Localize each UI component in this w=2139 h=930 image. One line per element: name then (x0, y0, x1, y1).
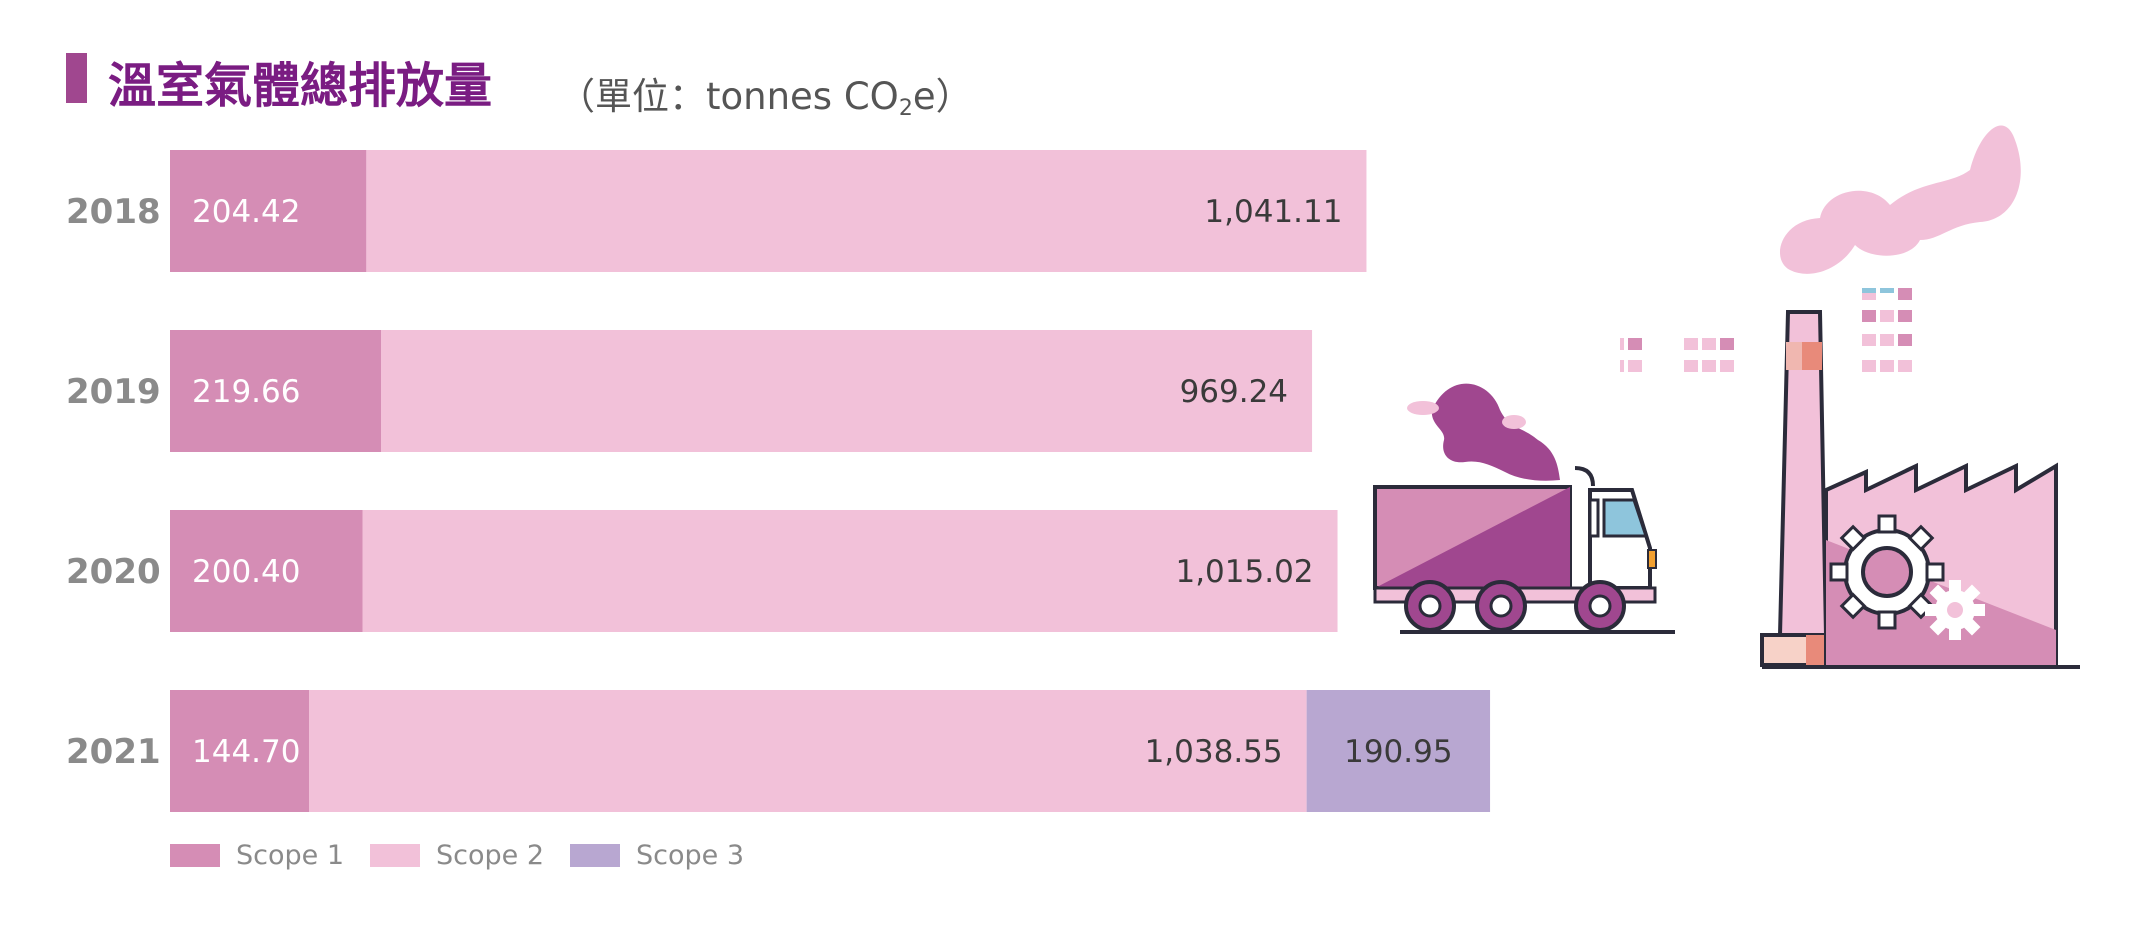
legend-label-scope2: Scope 2 (436, 840, 545, 871)
bar-segment-scope2 (308, 690, 1307, 812)
bar-segment-scope1 (170, 330, 382, 452)
title-accent-bar (66, 53, 87, 103)
bar-segment-scope1 (170, 510, 363, 632)
legend-swatch-scope2 (370, 844, 420, 867)
bar-segment-scope2 (366, 150, 1367, 272)
legend-label-scope3: Scope 3 (636, 840, 745, 871)
data-label: 1,015.02 (1175, 554, 1313, 590)
unit-subscript: 2 (898, 96, 913, 121)
data-label: 219.66 (192, 374, 300, 410)
bar-segment-scope1 (170, 150, 367, 272)
year-label: 2020 (66, 552, 161, 592)
chart-title: 溫室氣體總排放量 (108, 58, 493, 114)
data-label: 1,041.11 (1204, 194, 1342, 230)
legend-swatch-scope1 (170, 844, 220, 867)
data-label: 969.24 (1180, 374, 1288, 410)
data-label: 144.70 (192, 734, 300, 770)
chart-legend: Scope 2 (370, 840, 545, 871)
bar-segment-scope1 (170, 690, 309, 812)
bar-segment-scope2 (362, 510, 1338, 632)
bar-segment-scope2 (381, 330, 1313, 452)
data-label: 204.42 (192, 194, 300, 230)
unit-prefix: （單位：tonnes CO (558, 75, 899, 118)
data-label: 190.95 (1344, 734, 1452, 770)
chart-legend: Scope 1 (170, 840, 345, 871)
chart-legend: Scope 3 (570, 840, 745, 871)
data-label: 200.40 (192, 554, 300, 590)
year-label: 2021 (66, 732, 161, 772)
bar-segment-scope3 (1306, 690, 1491, 812)
year-label: 2019 (66, 372, 161, 412)
unit-suffix: e） (912, 75, 973, 118)
legend-swatch-scope3 (570, 844, 620, 867)
legend-label-scope1: Scope 1 (236, 840, 345, 871)
unit-label: （單位：tonnes CO2e） (558, 66, 973, 121)
year-label: 2018 (66, 192, 161, 232)
factory-icon (1620, 125, 2080, 669)
data-label: 1,038.55 (1145, 734, 1283, 770)
truck-icon (1373, 383, 1675, 634)
